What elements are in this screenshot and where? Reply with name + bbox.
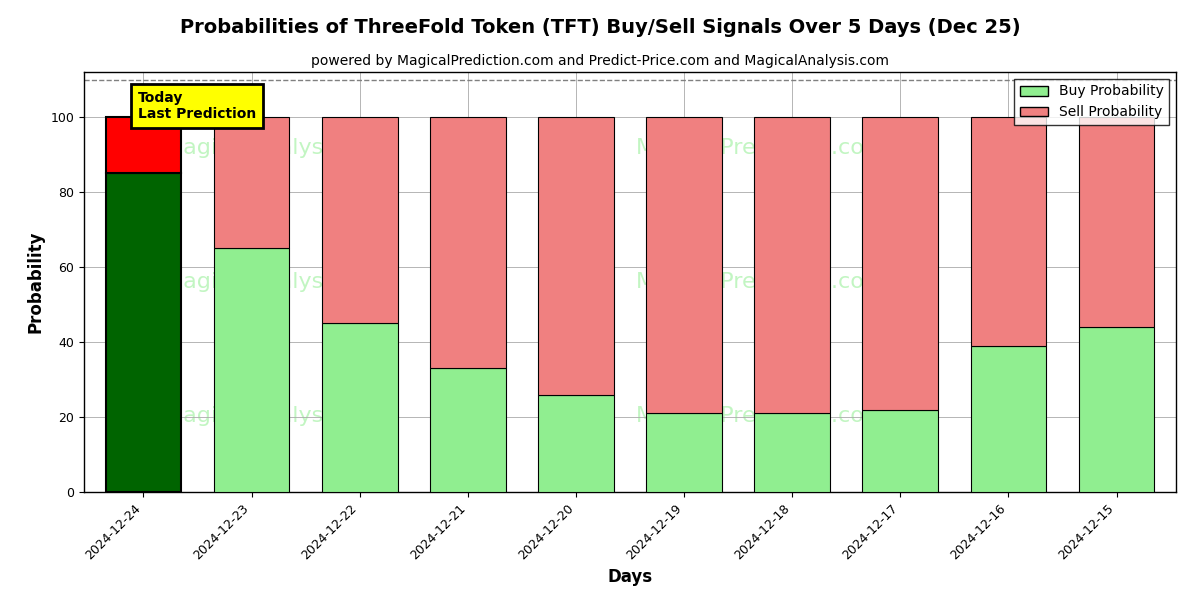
Text: MagicalAnalysis.com: MagicalAnalysis.com — [164, 272, 396, 292]
Bar — [106, 173, 181, 492]
Bar — [755, 117, 830, 413]
Bar — [430, 117, 505, 368]
Text: MagicalPrediction.com: MagicalPrediction.com — [636, 272, 887, 292]
Y-axis label: Probability: Probability — [26, 231, 44, 333]
Text: Probabilities of ThreeFold Token (TFT) Buy/Sell Signals Over 5 Days (Dec 25): Probabilities of ThreeFold Token (TFT) B… — [180, 18, 1020, 37]
Bar — [863, 409, 938, 492]
Bar — [863, 117, 938, 409]
Bar — [322, 323, 397, 492]
Text: MagicalPrediction.com: MagicalPrediction.com — [636, 406, 887, 427]
Bar — [322, 117, 397, 323]
Text: powered by MagicalPrediction.com and Predict-Price.com and MagicalAnalysis.com: powered by MagicalPrediction.com and Pre… — [311, 54, 889, 68]
Bar — [971, 346, 1046, 492]
Bar — [1079, 327, 1154, 492]
Bar — [214, 117, 289, 248]
Bar — [755, 413, 830, 492]
Bar — [647, 413, 722, 492]
Legend: Buy Probability, Sell Probability: Buy Probability, Sell Probability — [1014, 79, 1169, 125]
Bar — [214, 248, 289, 492]
Bar — [647, 117, 722, 413]
Bar — [430, 368, 505, 492]
Text: MagicalPrediction.com: MagicalPrediction.com — [636, 137, 887, 158]
X-axis label: Days: Days — [607, 568, 653, 586]
Bar — [106, 117, 181, 173]
Text: Today
Last Prediction: Today Last Prediction — [138, 91, 257, 121]
Text: MagicalAnalysis.com: MagicalAnalysis.com — [164, 406, 396, 427]
Bar — [538, 117, 613, 395]
Bar — [1079, 117, 1154, 327]
Text: MagicalAnalysis.com: MagicalAnalysis.com — [164, 137, 396, 158]
Bar — [971, 117, 1046, 346]
Bar — [538, 395, 613, 492]
